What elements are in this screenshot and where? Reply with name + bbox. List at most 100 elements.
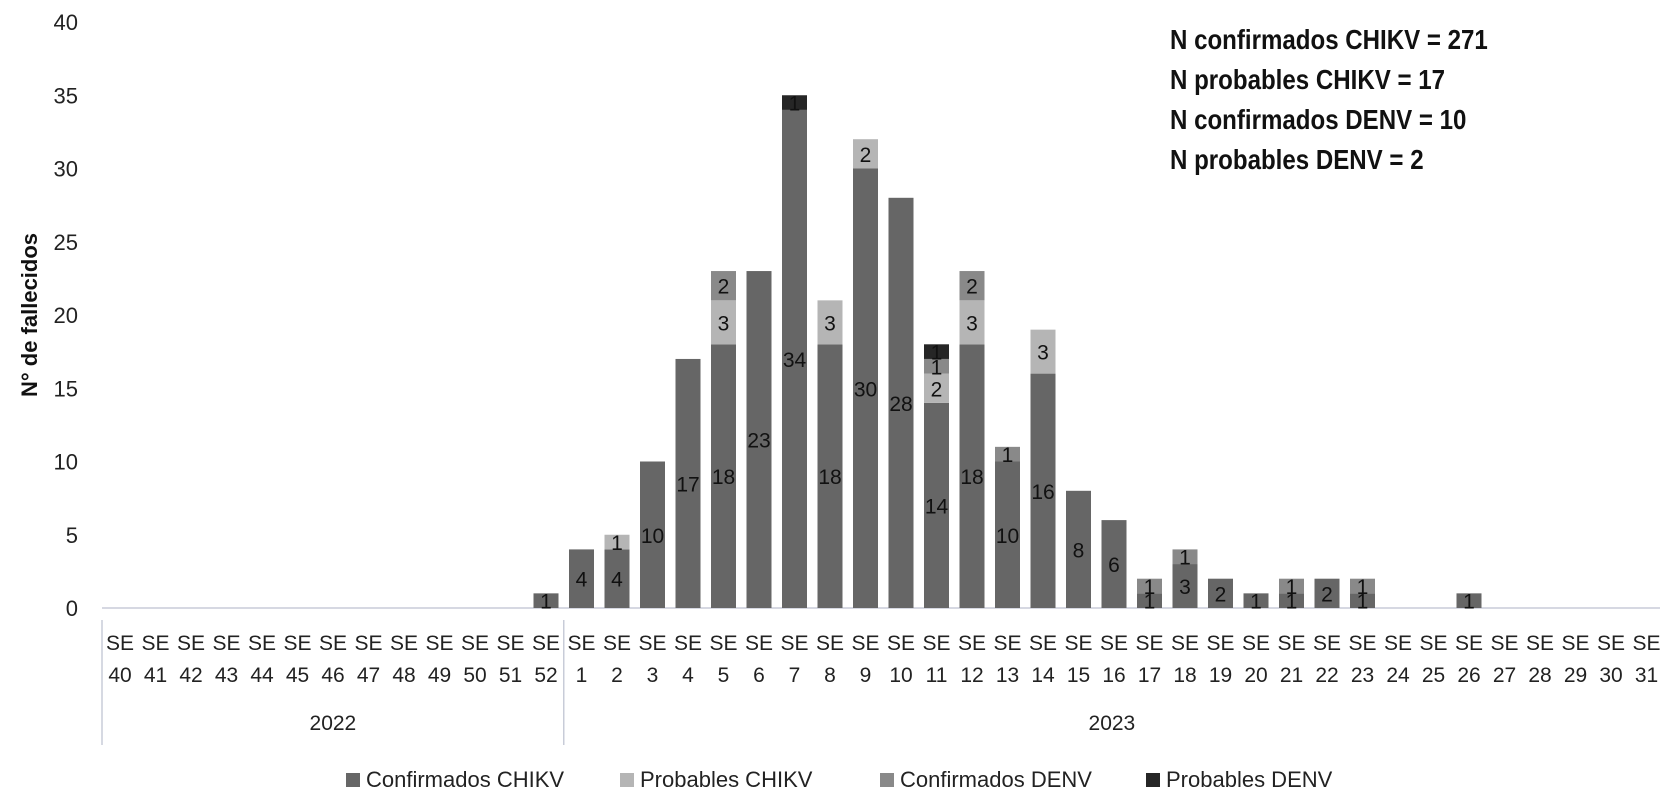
- bar-segment: [782, 109, 807, 609]
- x-tick-label: SE 20: [1242, 632, 1270, 687]
- bar-segment: [924, 358, 949, 374]
- x-tick-label: SE 2: [603, 632, 631, 687]
- y-tick-label: 30: [54, 157, 78, 182]
- x-tick-label: SE 30: [1597, 632, 1625, 687]
- y-tick-label: 10: [54, 450, 78, 475]
- data-label: 1: [1286, 576, 1298, 599]
- year-label: 2022: [310, 712, 357, 735]
- legend-label: Probables DENV: [1166, 767, 1333, 792]
- x-tick-label: SE 25: [1419, 632, 1447, 687]
- legend-label: Probables CHIKV: [640, 767, 813, 792]
- x-tick-label: SE 50: [461, 632, 489, 687]
- x-tick-label: SE 46: [319, 632, 347, 687]
- bar-segment: [711, 344, 736, 608]
- data-label: 2: [1215, 583, 1227, 606]
- data-label: 1: [1179, 547, 1191, 570]
- data-label: 4: [576, 569, 588, 592]
- x-tick-label: SE 8: [816, 632, 844, 687]
- data-label: 6: [1108, 554, 1120, 577]
- data-label: 2: [931, 378, 943, 401]
- data-label: 2: [1321, 583, 1333, 606]
- legend-item-probables-denv: Probables DENV: [1146, 767, 1333, 792]
- axes: 0 5 10 15 20 25 30 35 40: [54, 10, 1660, 745]
- x-tick-label: SE 27: [1490, 632, 1518, 687]
- legend-item-probables-chikv: Probables CHIKV: [620, 767, 813, 792]
- data-label: 1: [1286, 591, 1298, 614]
- data-label: 14: [925, 495, 949, 518]
- x-tick-label: SE 6: [745, 632, 773, 687]
- x-tick-label: SE 14: [1029, 632, 1057, 687]
- x-tick-label: SE 23: [1348, 632, 1376, 687]
- x-tick-label: SE 47: [354, 632, 382, 687]
- data-label: 1: [1002, 444, 1014, 467]
- bar-segment: [1172, 549, 1198, 565]
- x-tick-label: SE 10: [887, 632, 915, 687]
- x-tick-label: SE 26: [1455, 632, 1483, 687]
- legend-label: Confirmados CHIKV: [366, 767, 565, 792]
- bar-segment: [569, 549, 594, 608]
- bar-segment: [1456, 593, 1482, 608]
- legend-swatch: [620, 773, 634, 787]
- x-tick-label: SE 17: [1135, 632, 1163, 687]
- x-tick-label: SE 21: [1277, 632, 1305, 687]
- x-tick-label: SE 9: [851, 632, 879, 687]
- x-tick-label: SE 11: [922, 632, 950, 687]
- data-label: 1: [611, 532, 623, 555]
- data-label: 23: [747, 430, 770, 453]
- legend-label: Confirmados DENV: [900, 767, 1092, 792]
- bar-segment: [853, 168, 878, 608]
- data-label: 1: [931, 356, 943, 379]
- x-tick-label: SE 49: [425, 632, 453, 687]
- data-label: 2: [966, 276, 978, 299]
- summary-line-confirmed-denv: N confirmados DENV = 10: [1170, 104, 1467, 135]
- y-tick-label: 15: [54, 376, 78, 401]
- summary-line-confirmed-chikv: N confirmados CHIKV = 271: [1170, 24, 1488, 55]
- x-tick-label: SE 41: [141, 632, 169, 687]
- bar-segment: [1314, 578, 1340, 608]
- data-label: 28: [889, 393, 912, 416]
- x-tick-label: SE 24: [1384, 632, 1412, 687]
- data-label: 3: [824, 312, 836, 335]
- x-tick-label: SE 29: [1561, 632, 1589, 687]
- bar-segment: [746, 271, 772, 608]
- data-label: 1: [1144, 591, 1156, 614]
- x-tick-label: SE 16: [1100, 632, 1128, 687]
- summary-line-probable-denv: N probables DENV = 2: [1170, 144, 1424, 175]
- bar-segment: [711, 271, 736, 301]
- x-tick-label: SE 4: [674, 632, 702, 687]
- bar-segment: [888, 197, 914, 609]
- bar-segment: [1030, 373, 1056, 608]
- y-tick-label: 0: [66, 596, 78, 621]
- legend-swatch: [880, 773, 894, 787]
- data-label: 18: [712, 466, 735, 489]
- data-label: 16: [1031, 481, 1054, 504]
- legend-swatch: [346, 773, 360, 787]
- data-label: 30: [854, 378, 877, 401]
- bar-segment: [1101, 520, 1127, 608]
- data-label: 1: [1463, 591, 1475, 614]
- y-tick-label: 5: [66, 523, 78, 548]
- x-tick-label: SE 31: [1632, 632, 1660, 687]
- bar-segment: [1208, 578, 1233, 608]
- bar-segment: [711, 300, 736, 345]
- data-label: 3: [1037, 342, 1049, 365]
- y-tick-label: 40: [54, 10, 78, 35]
- bar-segment: [1350, 578, 1375, 594]
- bar-segment: [1172, 564, 1198, 608]
- data-label: 1: [1144, 576, 1156, 599]
- summary-box: N confirmados CHIKV = 271 N probables CH…: [1138, 12, 1548, 194]
- x-tick-label: SE 12: [958, 632, 986, 687]
- data-label: 10: [996, 525, 1019, 548]
- bar-segment: [959, 300, 985, 345]
- data-label: 10: [641, 525, 664, 548]
- data-label: 1: [1357, 576, 1369, 599]
- x-tick-label: SE 3: [638, 632, 666, 687]
- legend-item-confirmados-chikv: Confirmados CHIKV: [346, 767, 565, 792]
- bar-segment: [959, 271, 985, 301]
- x-tick-label: SE 44: [248, 632, 276, 687]
- y-tick-label: 35: [54, 83, 78, 108]
- bar-segment: [782, 95, 807, 110]
- x-tick-label: SE 15: [1064, 632, 1092, 687]
- data-label: 18: [960, 466, 983, 489]
